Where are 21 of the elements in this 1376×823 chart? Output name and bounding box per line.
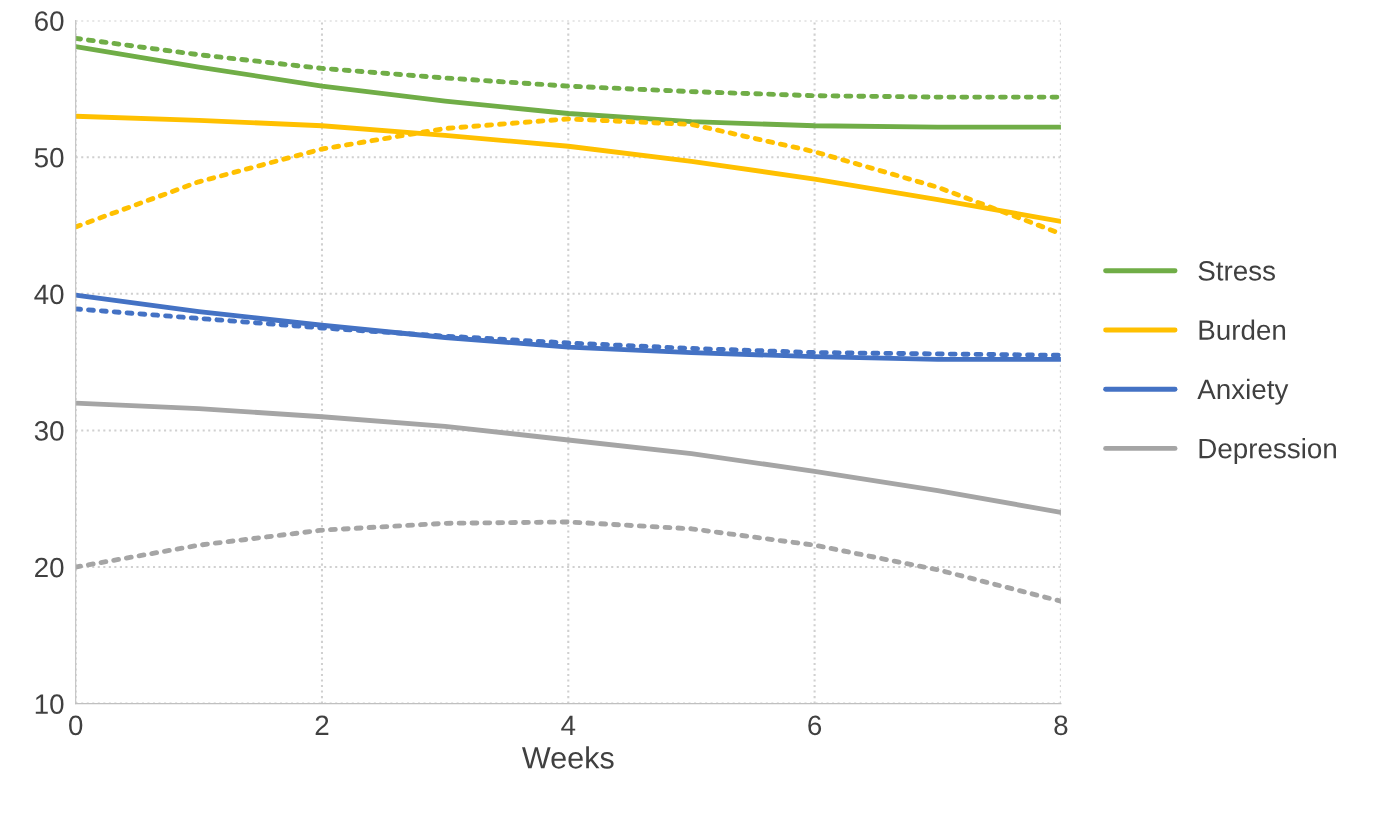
y-tick-label: 50: [34, 147, 64, 168]
line-series: [75, 35, 1061, 100]
legend-label: Stress: [1198, 261, 1275, 281]
x-axis-title: Weeks: [522, 746, 614, 769]
x-tick-label: 0: [69, 715, 83, 736]
x-tick-label: 2: [315, 715, 329, 735]
line-series: [75, 44, 1061, 130]
y-tick-label: 40: [34, 284, 64, 305]
y-tick-label: 30: [34, 421, 64, 441]
y-tick-label: 60: [35, 11, 64, 31]
legend-label: Burden: [1199, 319, 1286, 340]
y-tick-label: 20: [35, 557, 64, 578]
x-tick-label: 6: [808, 715, 822, 736]
x-tick-label: 8: [1054, 715, 1068, 736]
line-series: [75, 292, 1061, 362]
legend-label: Depression: [1199, 438, 1336, 464]
line-series: [75, 519, 1061, 604]
legend-label: Anxiety: [1197, 378, 1289, 405]
x-tick-label: 4: [561, 715, 576, 735]
y-tick-label: 10: [35, 694, 64, 714]
line-series: [75, 400, 1061, 515]
